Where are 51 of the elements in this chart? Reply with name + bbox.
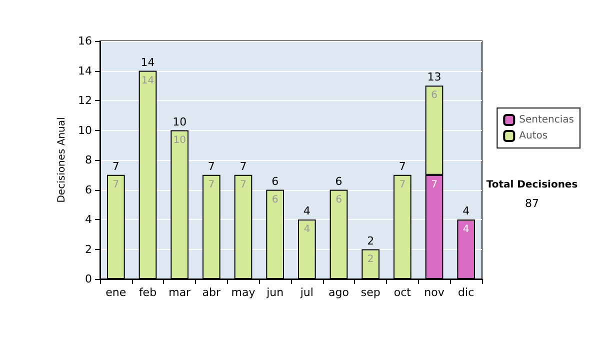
data-label: 10 — [173, 134, 186, 146]
data-label: 4 — [462, 224, 470, 235]
legend-label: Autos — [519, 130, 548, 142]
x-tick-label: sep — [360, 286, 380, 299]
data-label: 7 — [112, 179, 120, 190]
x-tick-label: feb — [138, 286, 157, 299]
total-label: 14 — [140, 56, 155, 69]
y-tick-label: 8 — [85, 154, 92, 166]
x-tick-label: oct — [394, 286, 412, 299]
total-label: 10 — [172, 115, 187, 128]
data-label: 6 — [431, 90, 438, 102]
data-label: 7 — [208, 179, 215, 190]
total-label: 7 — [112, 160, 120, 173]
y-tick-label: 0 — [85, 272, 92, 286]
x-tick-label: jul — [299, 286, 314, 299]
total-label: 4 — [303, 204, 310, 218]
y-tick-label: 10 — [78, 124, 92, 137]
y-tick-label: 2 — [85, 242, 92, 256]
data-label: 7 — [431, 179, 438, 190]
x-tick-label: jun — [266, 286, 284, 299]
x-tick-label: may — [231, 286, 256, 299]
data-label: 7 — [240, 179, 246, 190]
y-axis-title: Decisiones Anual — [56, 117, 68, 203]
total-label: 4 — [462, 204, 470, 218]
y-tick-label: 16 — [78, 34, 92, 48]
total-label: 7 — [398, 160, 406, 173]
legend-label: Sentencias — [519, 114, 574, 126]
y-tick-label: 6 — [85, 183, 92, 196]
total-label: 6 — [272, 174, 279, 188]
text: Total Decisiones — [486, 180, 578, 190]
x-tick-label: dic — [458, 286, 474, 299]
x-tick-label: abr — [202, 286, 222, 299]
x-tick-label: ago — [328, 286, 350, 299]
x-tick-label: mar — [168, 286, 192, 299]
data-label: 6 — [336, 194, 342, 206]
data-label: 4 — [304, 224, 310, 235]
total-label: 6 — [335, 174, 342, 188]
total-label: 2 — [367, 234, 374, 248]
y-tick-label: 14 — [78, 64, 92, 78]
total-label: 13 — [427, 70, 442, 84]
y-tick-label: 4 — [85, 213, 92, 226]
x-tick-label: ene — [106, 286, 126, 299]
data-label: 6 — [272, 194, 278, 206]
total-label: 7 — [208, 160, 215, 173]
text: 87 — [525, 197, 539, 210]
y-tick-label: 12 — [78, 94, 92, 107]
data-label: 14 — [141, 75, 154, 86]
total-label: 7 — [240, 160, 247, 173]
data-label: 2 — [367, 254, 374, 265]
x-tick-label: nov — [424, 286, 445, 299]
data-label: 7 — [399, 179, 406, 190]
